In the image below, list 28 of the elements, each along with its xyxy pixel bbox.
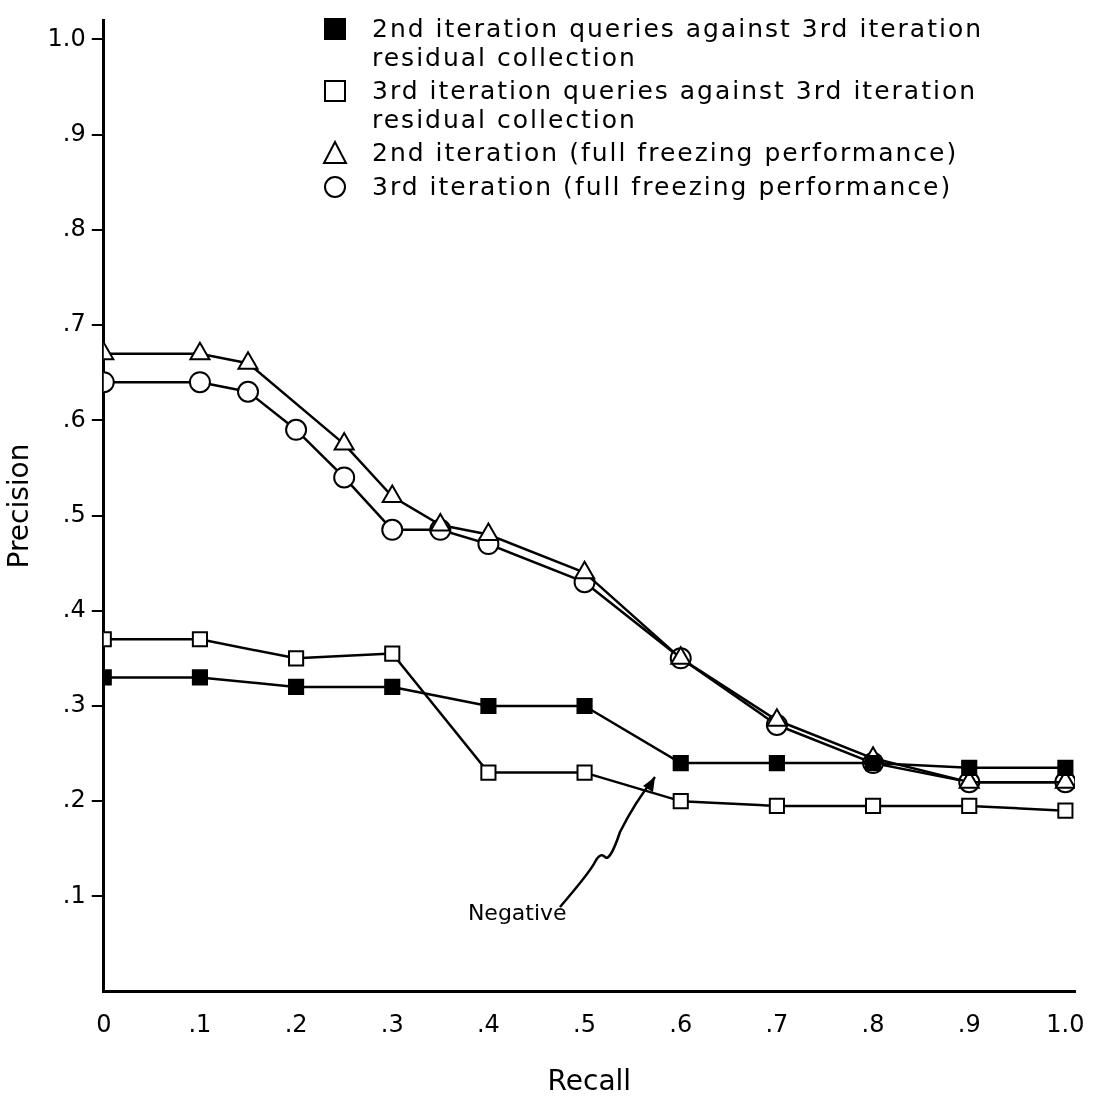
y-tick-label: .8 [62,214,86,243]
y-axis-title: Precision [2,443,36,569]
y-tick-label: .7 [62,309,86,338]
annotation: Negative [467,900,567,926]
x-tick-label: .1 [188,1010,212,1039]
y-tick-label: .6 [62,404,86,433]
y-tick-label: .1 [62,880,86,909]
y-tick-label: .9 [62,118,86,147]
x-tick-label: .6 [669,1010,693,1039]
x-tick-label: 1.0 [1046,1010,1085,1039]
legend-label: 2nd iteration (full freezing performance) [372,138,959,167]
x-tick-label: .5 [573,1010,597,1039]
y-tick-label: 1.0 [47,23,86,52]
y-tick-label: .2 [62,785,86,814]
y-tick-label: .3 [62,690,86,719]
x-tick-label: .4 [476,1010,500,1039]
x-tick-label: 0 [96,1010,112,1039]
x-tick-label: .7 [765,1010,789,1039]
legend-label: 2nd iteration queries against 3rd iteration residual collection [372,14,985,72]
x-tick-label: .2 [284,1010,308,1039]
x-axis-title: Recall [547,1064,632,1098]
y-tick-label: .5 [62,499,86,528]
legend-label: 3rd iteration queries against 3rd iteration residual collection [372,76,979,134]
legend-label: 3rd iteration (full freezing performance) [372,172,953,201]
x-tick-label: .3 [380,1010,404,1039]
x-tick-label: .8 [861,1010,885,1039]
y-tick-label: .4 [62,594,86,623]
x-tick-label: .9 [957,1010,981,1039]
